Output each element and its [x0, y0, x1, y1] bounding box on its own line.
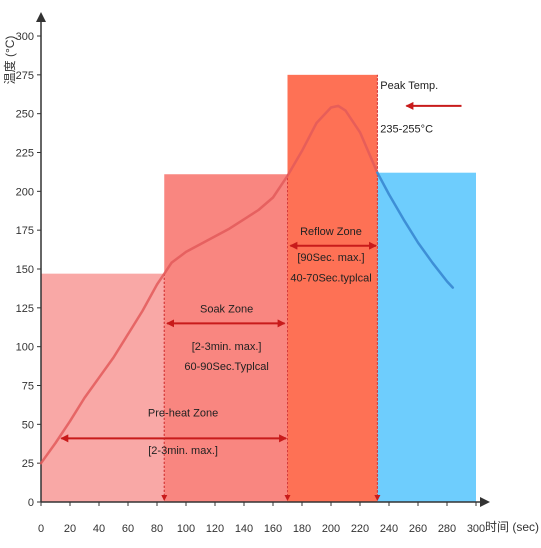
zone-2	[164, 174, 288, 502]
annotation-label: Reflow Zone	[300, 226, 362, 238]
x-tick-label: 260	[409, 523, 427, 535]
x-tick-label: 200	[322, 523, 340, 535]
y-tick-label: 50	[22, 419, 34, 431]
annotation-label: [2-3min. max.]	[148, 445, 218, 457]
temperature-curve-cooling	[376, 171, 455, 289]
x-tick-label: 220	[351, 523, 369, 535]
annotations-layer: Peak Temp. 235-255°C Reflow Zone [90Sec. ma…	[148, 80, 438, 457]
temperature-curve-heating	[39, 104, 379, 465]
axes-layer: 0 20 40 60 80 100 120 140 160 180 200 220 240 260 280 3…	[16, 12, 490, 535]
y-tick-label: 75	[22, 381, 34, 393]
series-layer	[39, 104, 455, 465]
annotation-label: Peak Temp.	[380, 80, 438, 92]
x-tick-label: 60	[122, 523, 134, 535]
x-tick-label: 20	[64, 523, 76, 535]
x-tick-label: 100	[177, 523, 195, 535]
x-tick-label: 120	[206, 523, 224, 535]
x-tick-label: 140	[235, 523, 253, 535]
annotation-label: 235-255°C	[380, 123, 433, 135]
annotation-label: [2-3min. max.]	[192, 341, 262, 353]
x-tick-label: 80	[151, 523, 163, 535]
annotation-label: Soak Zone	[200, 303, 253, 315]
y-tick-label: 25	[22, 458, 34, 470]
annotation-label: 60-90Sec.Typlcal	[184, 361, 268, 373]
annotation-label: 40-70Sec.typlcal	[290, 272, 371, 284]
y-tick-label: 275	[16, 70, 34, 82]
x-tick-label: 300	[467, 523, 485, 535]
y-tick-label: 100	[16, 342, 34, 354]
zone-4	[377, 172, 476, 502]
x-tick-label: 180	[293, 523, 311, 535]
x-tick-label: 240	[380, 523, 398, 535]
x-axis-title: 时间 (sec)	[485, 520, 539, 534]
arrows-layer	[60, 101, 462, 443]
y-tick-label: 250	[16, 109, 34, 121]
zone-3	[287, 74, 378, 502]
y-axis-title: 温度 (°C)	[2, 36, 17, 85]
y-tick-label: 150	[16, 264, 34, 276]
y-tick-label: 300	[16, 31, 34, 43]
annotation-label: [90Sec. max.]	[297, 252, 364, 264]
x-tick-label: 280	[438, 523, 456, 535]
zones-layer	[41, 74, 476, 502]
x-tick-label: 40	[93, 523, 105, 535]
y-tick-label: 125	[16, 303, 34, 315]
zone-1	[41, 273, 165, 502]
y-tick-label: 225	[16, 148, 34, 160]
x-tick-label: 0	[38, 523, 44, 535]
annotation-label: Pre-heat Zone	[148, 408, 218, 420]
x-tick-label: 160	[264, 523, 282, 535]
y-tick-label: 0	[28, 497, 34, 509]
zone-boundaries-layer	[161, 74, 381, 501]
y-tick-label: 175	[16, 225, 34, 237]
y-tick-label: 200	[16, 186, 34, 198]
